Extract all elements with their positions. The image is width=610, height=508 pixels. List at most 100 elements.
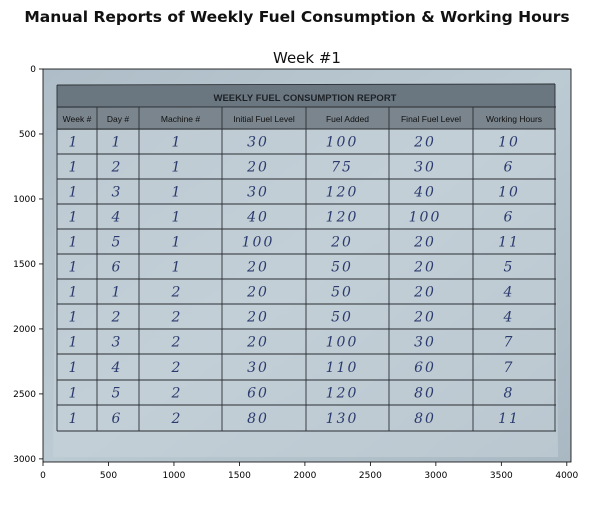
cell-value: 75 [331,160,353,176]
cell-value: 1 [69,135,80,151]
cell-value: 3 [112,335,123,351]
cell-value: 120 [326,386,359,402]
table-cells: 1 1 1 30 100 20 101 2 1 20 75 30 61 3 1 30 120 40 101 4 1 40 1… [69,135,520,428]
cell-value: 130 [326,411,359,427]
cell-value: 2 [171,411,183,427]
cell-value: 20 [413,285,436,301]
y-axis: 0 500 1000 1500 2000 2500 3000 [13,65,43,465]
cell-value: 20 [246,160,269,176]
cell-value: 5 [112,386,123,402]
cell-value: 60 [414,360,436,376]
x-tick-label: 1000 [162,471,185,481]
cell-value: 1 [112,285,123,301]
cell-value: 1 [172,185,183,201]
cell-value: 100 [409,210,442,226]
cell-value: 20 [246,335,269,351]
x-tick-label: 500 [100,471,117,481]
cell-value: 1 [69,160,80,176]
cell-value: 20 [413,260,436,276]
cell-value: 120 [326,210,359,226]
cell-value: 80 [414,411,436,427]
cell-value: 30 [247,185,269,201]
cell-value: 30 [414,160,436,176]
cell-value: 6 [504,210,515,226]
y-tick-label: 2500 [13,390,36,400]
cell-value: 1 [69,310,80,326]
cell-value: 8 [504,386,515,402]
cell-value: 20 [330,235,353,251]
cell-value: 4 [111,360,123,376]
cell-value: 2 [171,310,183,326]
cell-value: 1 [172,160,183,176]
cell-value: 60 [247,386,269,402]
x-tick-label: 2500 [359,471,382,481]
cell-value: 10 [498,185,520,201]
cell-value: 11 [498,235,520,251]
cell-value: 100 [326,335,359,351]
column-header: Machine # [161,114,200,124]
cell-value: 1 [69,411,80,427]
x-tick-label: 0 [40,471,46,481]
column-header: Initial Fuel Level [233,114,295,124]
cell-value: 1 [172,260,183,276]
axes-frame [42,68,572,463]
cell-value: 50 [331,285,353,301]
column-header: Day # [107,114,129,124]
column-headers: Week # Day # Machine # Initial Fuel Level Fu… [63,114,542,124]
x-tick-label: 2000 [293,471,316,481]
report-heading: WEEKLY FUEL CONSUMPTION REPORT [214,93,397,104]
cell-value: 30 [247,360,269,376]
cell-value: 110 [326,360,359,376]
cell-value: 4 [111,210,123,226]
cell-value: 2 [111,160,123,176]
cell-value: 50 [331,310,353,326]
x-axis: 0 500 1000 1500 2000 2500 3000 3500 4000 [40,462,579,481]
cell-value: 1 [69,335,80,351]
cell-value: 20 [413,135,436,151]
column-header: Working Hours [486,114,542,124]
cell-value: 1 [172,210,183,226]
cell-value: 5 [504,260,515,276]
cell-value: 1 [69,210,80,226]
cell-value: 100 [242,235,275,251]
cell-value: 40 [413,185,436,201]
x-tick-label: 4000 [555,471,578,481]
cell-value: 6 [504,160,515,176]
cell-value: 50 [331,260,353,276]
row-line [56,83,556,86]
cell-value: 5 [112,235,123,251]
cell-value: 30 [414,335,436,351]
cell-value: 80 [414,386,436,402]
cell-value: 2 [171,285,183,301]
y-tick-label: 2000 [13,325,36,335]
cell-value: 30 [247,135,269,151]
cell-value: 100 [326,135,359,151]
cell-value: 1 [69,285,80,301]
column-header: Final Fuel Level [401,114,461,124]
cell-value: 1 [69,185,80,201]
cell-value: 1 [172,135,183,151]
x-tick-label: 3000 [424,471,447,481]
y-tick-label: 1000 [13,195,36,205]
cell-value: 20 [413,235,436,251]
x-tick-label: 1500 [228,471,251,481]
cell-value: 80 [247,411,269,427]
table-grid [56,83,556,432]
cell-value: 10 [498,135,520,151]
axes-title: Week #1 [273,49,341,67]
x-tick-label: 3500 [490,471,513,481]
cell-value: 120 [326,185,359,201]
cell-value: 7 [504,360,515,376]
column-header: Week # [63,114,92,124]
cell-value: 2 [171,386,183,402]
figure-title: Manual Reports of Weekly Fuel Consumptio… [24,8,570,26]
cell-value: 2 [171,335,183,351]
cell-value: 2 [171,360,183,376]
cell-value: 2 [111,310,123,326]
y-tick-label: 3000 [13,455,36,465]
cell-value: 20 [246,260,269,276]
cell-value: 3 [112,185,123,201]
y-tick-label: 0 [30,65,36,75]
cell-value: 4 [503,285,515,301]
